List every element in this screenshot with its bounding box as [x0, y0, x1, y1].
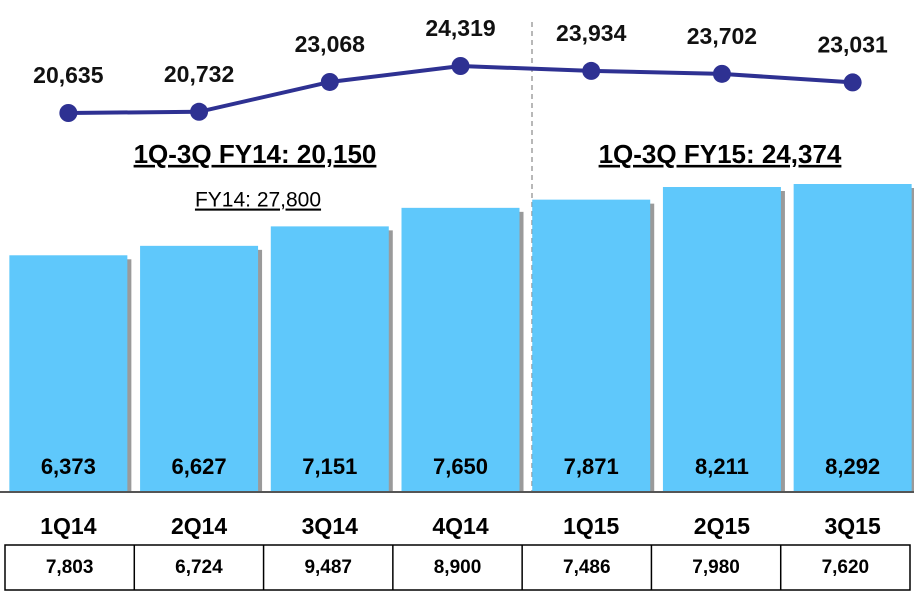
- bar-label: 7,650: [433, 454, 488, 479]
- fy14-total: 1Q-3Q FY14: 20,150: [134, 139, 377, 169]
- bar: [662, 187, 781, 493]
- bar: [140, 245, 259, 492]
- table-cell: 7,803: [46, 557, 94, 578]
- bar: [532, 199, 651, 492]
- x-tick-label: 3Q15: [825, 513, 881, 539]
- line-label: 23,702: [687, 23, 757, 49]
- line-label: 24,319: [425, 15, 495, 41]
- x-tick-label: 1Q14: [40, 513, 96, 539]
- bar-label: 8,211: [695, 454, 749, 479]
- line-label: 20,635: [33, 62, 104, 88]
- table-cell: 9,487: [304, 557, 352, 578]
- x-tick-label: 2Q14: [171, 513, 227, 539]
- bar-label: 8,292: [825, 454, 880, 479]
- table-cell: 8,900: [434, 557, 482, 578]
- line-label: 23,031: [817, 32, 888, 58]
- line-point: [712, 64, 731, 83]
- line-point: [451, 57, 470, 75]
- marks: [9, 184, 914, 493]
- table-cell: 7,486: [563, 557, 611, 578]
- bar-label: 6,627: [172, 454, 227, 479]
- table-border: [4, 544, 911, 591]
- fy14-annual: FY14: 27,800: [195, 189, 321, 212]
- line-point: [190, 102, 209, 121]
- bar-label: 6,373: [41, 454, 96, 479]
- bar: [401, 207, 520, 492]
- bar: [793, 184, 912, 492]
- bar-label: 7,151: [302, 454, 357, 479]
- x-tick-label: 3Q14: [302, 513, 358, 539]
- line-label: 23,068: [295, 31, 366, 57]
- fy15-total: 1Q-3Q FY15: 24,374: [599, 139, 842, 169]
- table-cell: 7,980: [692, 557, 740, 578]
- line-label: 20,732: [164, 61, 234, 87]
- bar-label: 7,871: [564, 454, 619, 479]
- x-tick-label: 1Q15: [563, 513, 619, 539]
- line-label: 23,934: [556, 20, 627, 46]
- table-cell: 7,620: [822, 557, 870, 578]
- x-tick-label: 4Q14: [432, 513, 488, 539]
- line-point: [59, 104, 78, 122]
- x-tick-label: 2Q15: [694, 513, 750, 539]
- line-point: [582, 61, 601, 80]
- line-point: [843, 73, 862, 92]
- bar: [9, 255, 128, 492]
- line-point: [320, 72, 339, 91]
- bar: [270, 226, 389, 492]
- table-cell: 6,724: [175, 557, 223, 578]
